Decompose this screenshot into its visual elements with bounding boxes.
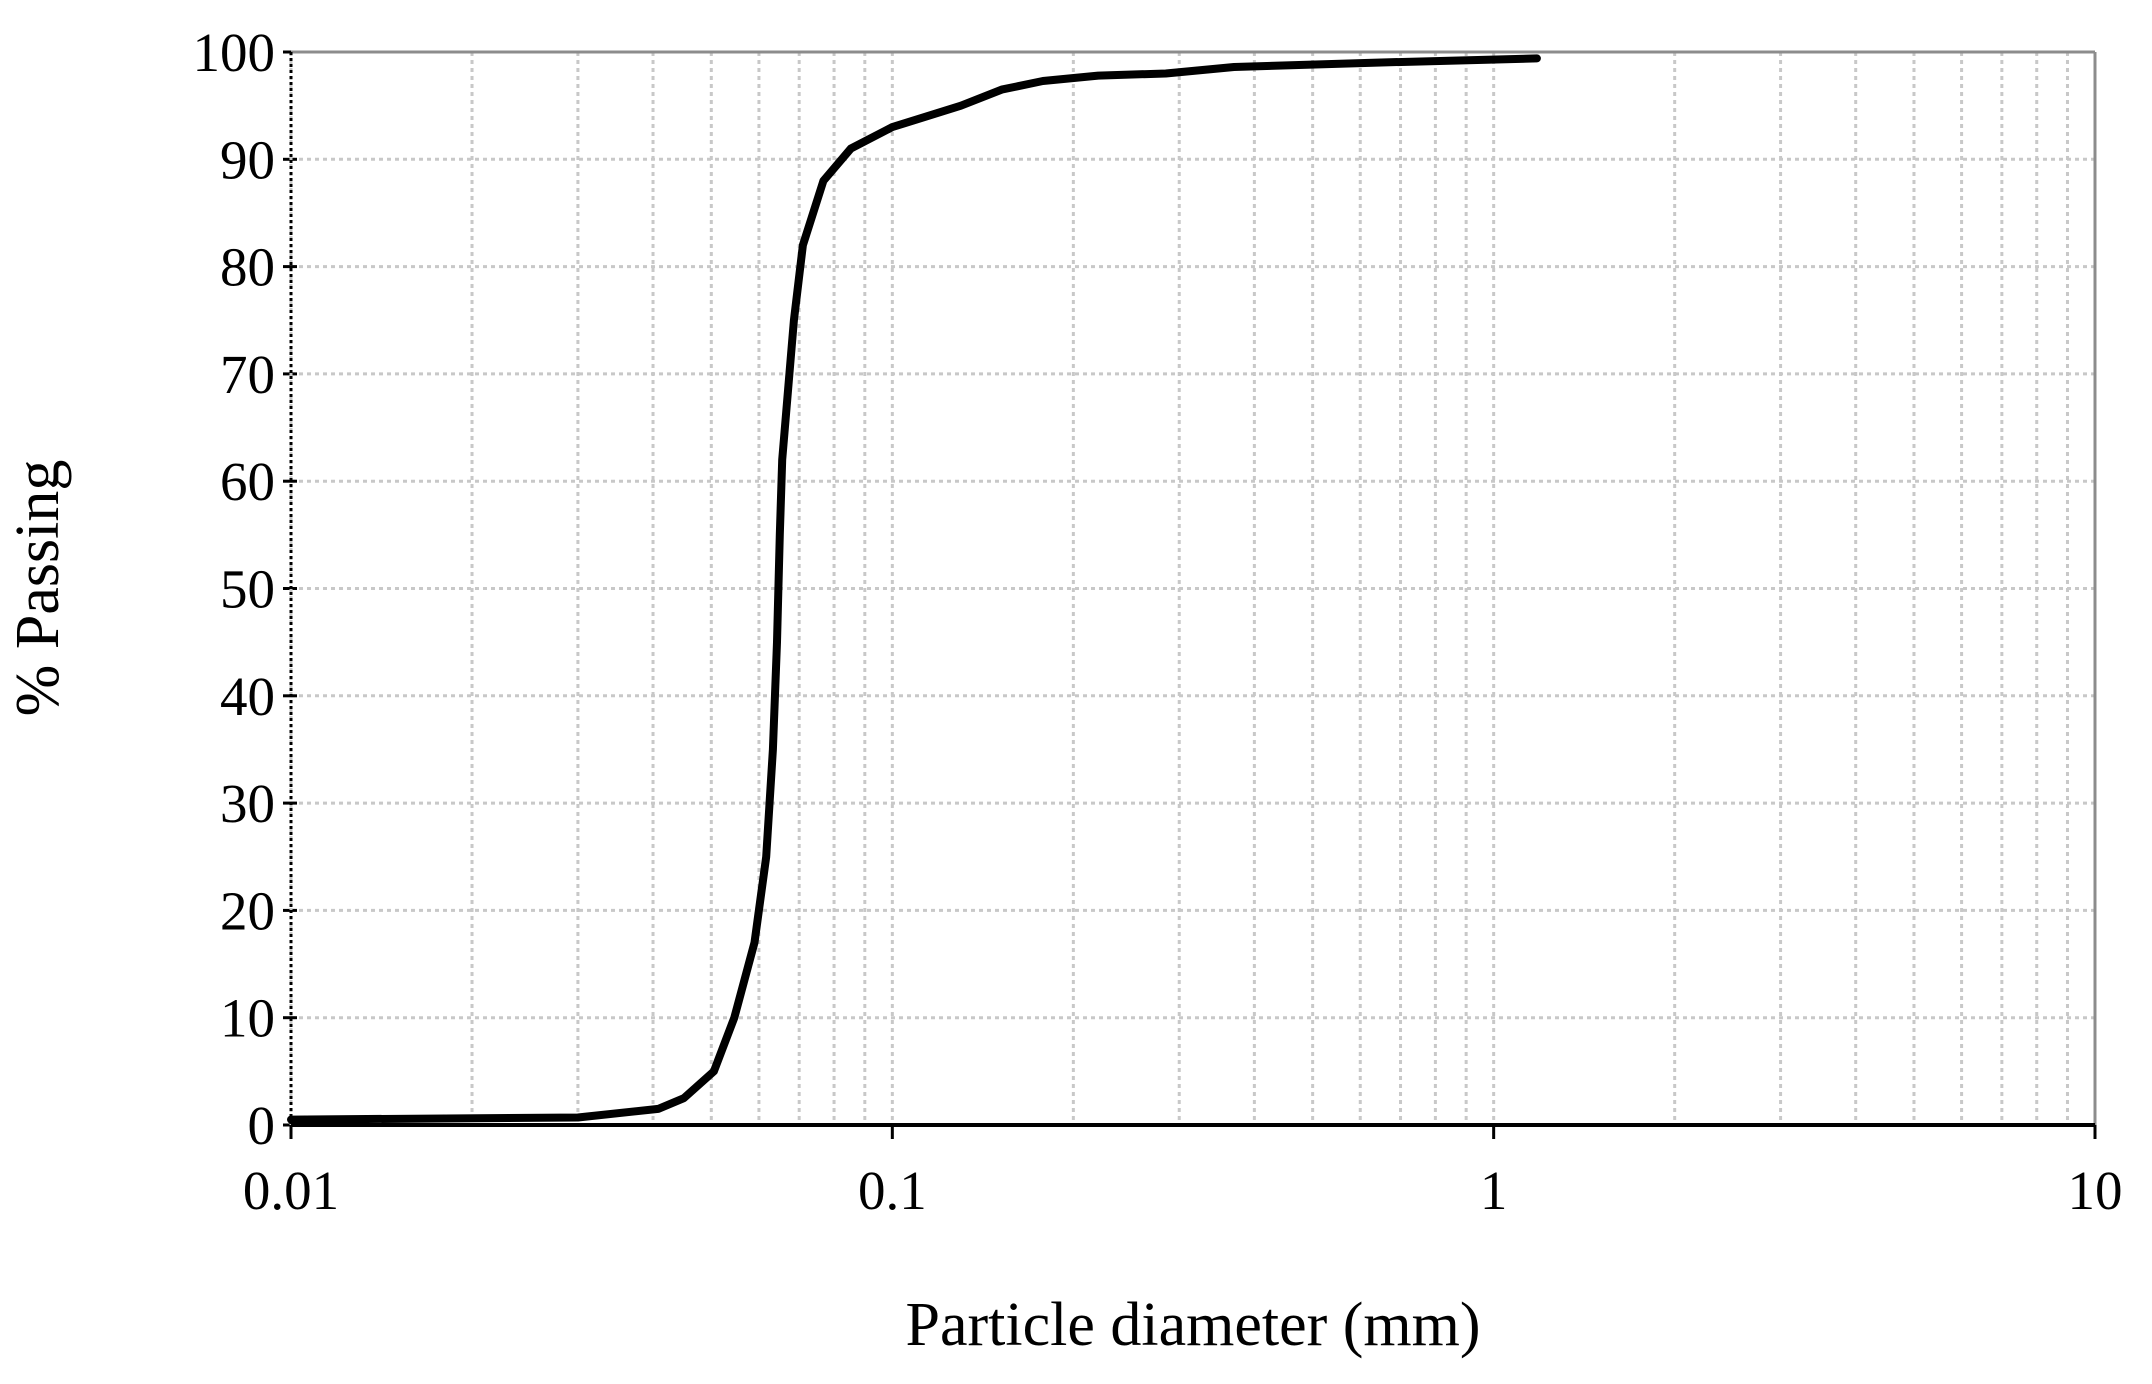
x-tick-label: 10: [2068, 1160, 2123, 1221]
y-tick-label: 80: [220, 237, 275, 298]
y-tick-label: 50: [220, 559, 275, 620]
y-tick-label: 20: [220, 880, 275, 941]
y-tick-label: 100: [193, 22, 276, 83]
y-axis-label: % Passing: [4, 460, 72, 717]
y-tick-label: 30: [220, 773, 275, 834]
x-tick-label: 1: [1480, 1160, 1508, 1221]
y-tick-label: 70: [220, 344, 275, 405]
y-tick-label: 40: [220, 666, 275, 727]
x-tick-label: 0.1: [858, 1160, 927, 1221]
x-axis-label: Particle diameter (mm): [906, 1291, 1481, 1359]
x-tick-label: 0.01: [243, 1160, 339, 1221]
y-tick-label: 10: [220, 988, 275, 1049]
y-tick-label: 60: [220, 451, 275, 512]
y-tick-label: 0: [248, 1095, 276, 1156]
y-tick-label: 90: [220, 129, 275, 190]
data-line: [287, 54, 1541, 1124]
